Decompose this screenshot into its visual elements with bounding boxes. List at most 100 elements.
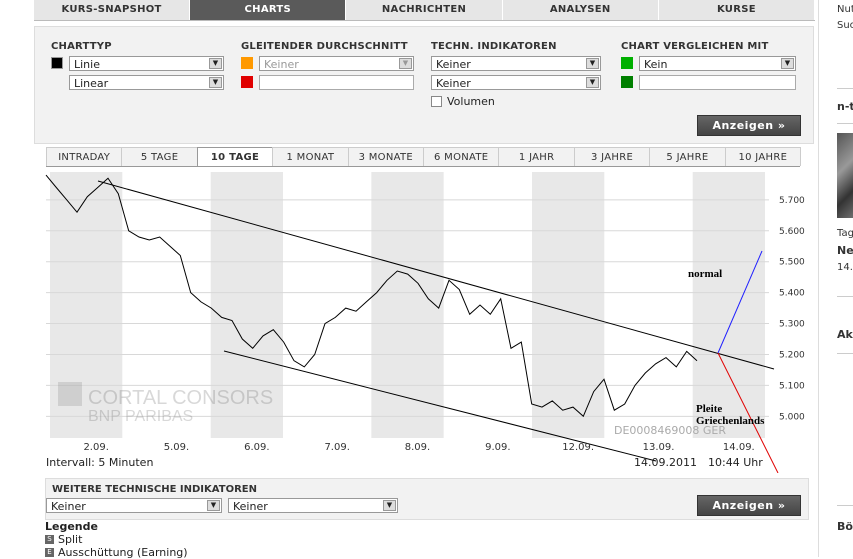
gleitender-label: GLEITENDER DURCHSCHNITT: [241, 41, 408, 52]
chevron-down-icon: ▼: [781, 57, 794, 69]
chart-svg: CORTAL CONSORS BNP PARIBAS normal Pleite…: [45, 172, 805, 474]
right-sidebar: Nut Suc n-t Tag Ne 14. Ak Bö: [818, 0, 853, 557]
tab-10-jahre[interactable]: 10 JAHRE: [724, 147, 802, 166]
techn-value-2: Keiner: [436, 76, 471, 90]
tab-3-jahre[interactable]: 3 JAHRE: [573, 147, 651, 166]
x-tick-label: 14.09.: [723, 442, 755, 453]
scale-select[interactable]: Linear ▼: [69, 74, 224, 90]
x-tick-label: 13.09.: [643, 442, 675, 453]
tab-5-jahre[interactable]: 5 JAHRE: [649, 147, 726, 166]
tab-1-monat[interactable]: 1 MONAT: [272, 147, 349, 166]
isin-label: DE0008469008 GER: [614, 424, 726, 437]
tab-3-monate[interactable]: 3 MONATE: [347, 147, 425, 166]
chevron-down-icon: ▼: [209, 76, 222, 88]
y-tick-label: 5.000: [779, 412, 805, 422]
vergleich-input[interactable]: [639, 74, 796, 90]
scale-value: Linear: [74, 76, 109, 90]
x-tick-label: 6.09.: [244, 442, 269, 453]
tab-analysen[interactable]: ANALYSEN: [503, 0, 659, 20]
techn-group: TECHN. INDIKATOREN Keiner ▼ Keiner ▼ Vol…: [431, 41, 611, 112]
techn-select-2[interactable]: Keiner ▼: [431, 74, 601, 90]
tab-1-jahr[interactable]: 1 JAHR: [498, 147, 575, 166]
gleitender-select[interactable]: Keiner ▼: [259, 55, 414, 71]
chevron-down-icon: ▼: [207, 500, 220, 511]
period-tabs: INTRADAY 5 TAGE 10 TAGE 1 MONAT 3 MONATE…: [46, 147, 802, 167]
vergleich-select[interactable]: Kein ▼: [639, 55, 796, 71]
more-indicators-select-1[interactable]: Keiner ▼: [46, 498, 222, 513]
annotation-normal: normal: [688, 268, 722, 280]
tab-intraday[interactable]: INTRADAY: [46, 147, 123, 166]
sidebar-heading: n-t: [837, 100, 853, 113]
more-indicators-panel: WEITERE TECHNISCHE INDIKATOREN Keiner ▼ …: [45, 478, 809, 520]
charttyp-value: Linie: [74, 57, 100, 71]
watermark-line-1: CORTAL CONSORS: [88, 387, 273, 409]
tab-nachrichten[interactable]: NACHRICHTEN: [346, 0, 503, 20]
sidebar-date: 14.: [837, 262, 853, 273]
tab-kurs-snapshot[interactable]: KURS-SNAPSHOT: [34, 0, 191, 20]
gleitender-input[interactable]: [259, 74, 414, 90]
chart-settings-panel: CHARTTYP Linie ▼ Linear ▼ GLEITENDER DUR…: [34, 26, 814, 144]
vergleich-group: CHART VERGLEICHEN MIT Kein ▼: [621, 41, 801, 93]
divider: [837, 353, 853, 354]
charttyp-select[interactable]: Linie ▼: [69, 55, 224, 71]
day-band: [210, 172, 283, 438]
volumen-label: Volumen: [447, 94, 495, 108]
y-tick-label: 5.500: [779, 258, 805, 268]
projection-red-line: [717, 352, 779, 474]
legend-title: Legende: [45, 520, 98, 533]
vergleich-value: Kein: [644, 57, 668, 71]
gleitender-value: Keiner: [264, 57, 299, 71]
more-indicators-show-button[interactable]: Anzeigen »: [697, 495, 801, 516]
charttyp-label: CHARTTYP: [51, 41, 112, 52]
chevron-down-icon: ▼: [586, 76, 599, 88]
price-series-line: [45, 174, 698, 418]
techn-label: TECHN. INDIKATOREN: [431, 41, 557, 52]
legend-earning-label: Ausschüttung (Earning): [58, 546, 188, 559]
watermark-line-2: BNP PARIBAS: [88, 408, 193, 425]
split-icon: S: [45, 535, 54, 544]
y-tick-label: 5.600: [779, 227, 805, 237]
more-indicators-label: WEITERE TECHNISCHE INDIKATOREN: [52, 484, 257, 495]
price-chart: CORTAL CONSORS BNP PARIBAS normal Pleite…: [34, 168, 814, 474]
divider: [837, 123, 853, 124]
day-band: [692, 172, 765, 438]
x-tick-label: 5.09.: [164, 442, 189, 453]
earning-icon: E: [45, 548, 54, 557]
sidebar-text[interactable]: Suc: [837, 20, 853, 31]
interval-label: Intervall: 5 Minuten: [46, 456, 154, 469]
y-tick-label: 5.100: [779, 381, 805, 391]
more-indicators-value-2: Keiner: [233, 500, 268, 513]
chart-date: 14.09.2011: [634, 456, 697, 469]
volumen-checkbox[interactable]: [431, 95, 442, 107]
techn-select-1[interactable]: Keiner ▼: [431, 55, 601, 71]
color-swatch-black[interactable]: [51, 57, 63, 69]
x-tick-label: 7.09.: [324, 442, 349, 453]
x-tick-label: 2.09.: [83, 442, 108, 453]
x-tick-label: 8.09.: [405, 442, 430, 453]
sidebar-text[interactable]: Nut: [837, 4, 853, 15]
charttyp-group: CHARTTYP Linie ▼ Linear ▼: [51, 41, 226, 93]
y-tick-label: 5.300: [779, 320, 805, 330]
divider: [837, 505, 853, 506]
chart-time: 10:44 Uhr: [708, 456, 763, 469]
tab-5-tage[interactable]: 5 TAGE: [121, 147, 198, 166]
tab-kurse[interactable]: KURSE: [659, 0, 816, 20]
sidebar-news-title[interactable]: Ne: [837, 244, 853, 257]
color-swatch-green[interactable]: [621, 57, 633, 69]
y-tick-label: 5.200: [779, 350, 805, 360]
show-button[interactable]: Anzeigen »: [697, 115, 801, 136]
tab-6-monate[interactable]: 6 MONATE: [423, 147, 500, 166]
news-thumbnail[interactable]: [837, 133, 853, 218]
legend-split-label: Split: [58, 533, 83, 546]
color-swatch-orange[interactable]: [241, 57, 253, 69]
divider: [837, 296, 853, 297]
more-indicators-select-2[interactable]: Keiner ▼: [228, 498, 398, 513]
sidebar-heading: Bö: [837, 520, 853, 533]
tab-10-tage[interactable]: 10 TAGE: [196, 147, 274, 166]
sidebar-text: Tag: [837, 228, 853, 239]
chevron-down-icon: ▼: [586, 57, 599, 69]
top-nav: KURS-SNAPSHOT CHARTS NACHRICHTEN ANALYSE…: [34, 0, 816, 21]
tab-charts[interactable]: CHARTS: [190, 0, 347, 20]
color-swatch-darkgreen[interactable]: [621, 76, 633, 88]
color-swatch-red[interactable]: [241, 76, 253, 88]
